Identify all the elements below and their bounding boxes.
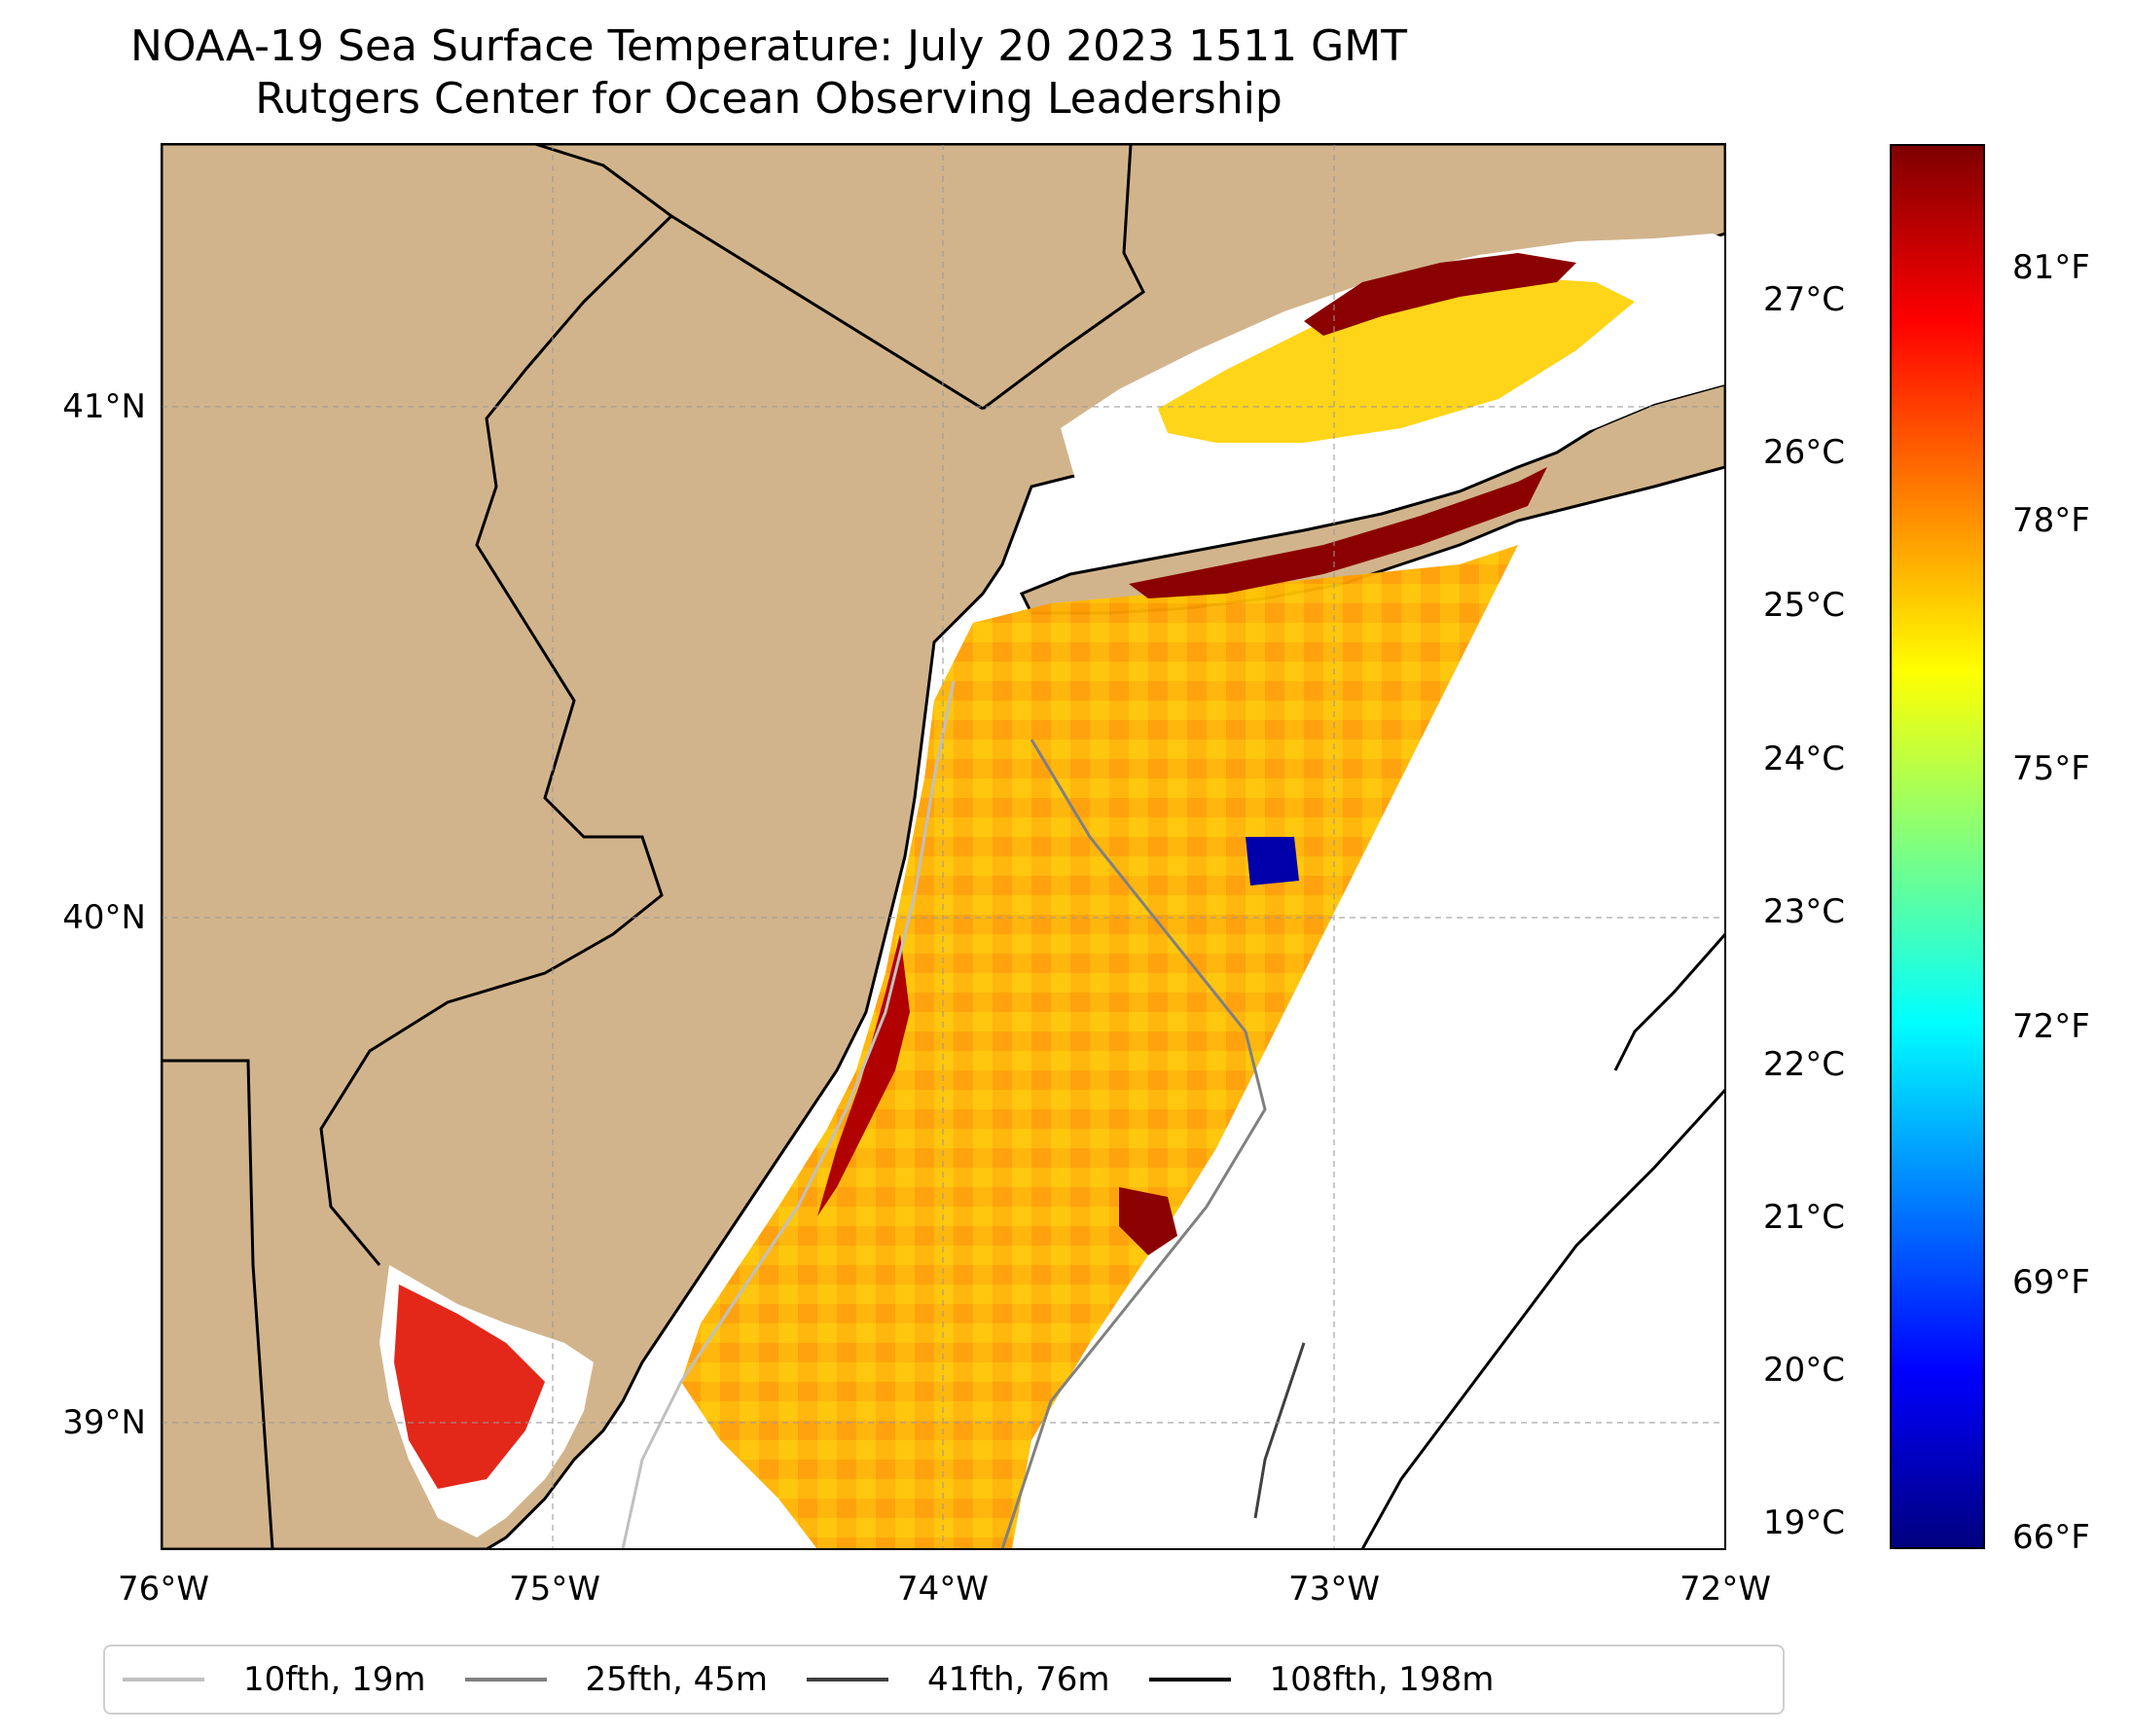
cb-f-81: 81°F [2012,248,2090,287]
cb-c-19: 19°C [1763,1503,1846,1542]
cb-c-24: 24°C [1763,740,1846,778]
legend-label-76m: 41fth, 76m [927,1660,1110,1699]
cb-c-23: 23°C [1763,892,1846,931]
cb-c-22: 22°C [1763,1045,1846,1084]
lon-tick-73: 73°W [1288,1570,1380,1609]
cb-f-69: 69°F [2012,1263,2090,1302]
map-title: NOAA-19 Sea Surface Temperature: July 20… [129,21,1408,71]
legend-swatch-19m [123,1678,204,1682]
lon-tick-72: 72°W [1680,1570,1771,1609]
legend-label-19m: 10fth, 19m [243,1660,426,1699]
map-subtitle: Rutgers Center for Ocean Observing Leade… [255,74,1283,124]
sst-warm-li-south [1129,467,1547,598]
legend-label-198m: 108fth, 198m [1269,1660,1495,1699]
sst-delaware-bay [394,1284,545,1489]
sst-lis [1158,277,1635,443]
sst-warm-offshore [1119,1187,1177,1255]
cb-c-21: 21°C [1763,1198,1846,1237]
cb-f-66: 66°F [2012,1518,2090,1557]
sst-swath [681,545,1518,1549]
contour-legend: 10fth, 19m 25fth, 45m 41fth, 76m 108fth,… [103,1645,1785,1715]
cb-c-26: 26°C [1763,433,1846,472]
map-frame [161,143,1726,1550]
colorbar [1890,144,1985,1549]
cb-f-78: 78°F [2012,501,2090,540]
lat-tick-39: 39°N [62,1403,146,1442]
legend-item-45m: 25fth, 45m [464,1660,769,1699]
legend-label-45m: 25fth, 45m [585,1660,769,1699]
cb-c-27: 27°C [1763,280,1846,319]
cb-c-20: 20°C [1763,1351,1846,1390]
contour-198m [1360,1088,1725,1549]
state-border-ny-ct [982,144,1145,411]
contour-45m [1000,739,1267,1549]
contour-76m [1253,1342,1306,1519]
lat-tick-41: 41°N [62,387,146,426]
legend-swatch-198m [1148,1678,1231,1682]
gridlines [162,144,1725,1549]
lon-tick-74: 74°W [897,1570,989,1609]
contour-19m [621,680,956,1549]
cb-f-72: 72°F [2012,1007,2090,1046]
legend-item-198m: 108fth, 198m [1148,1660,1495,1699]
state-border-ny-nj [670,214,984,411]
sst-cold-spot [1246,837,1299,886]
legend-swatch-76m [807,1678,889,1682]
legend-item-76m: 41fth, 76m [807,1660,1110,1699]
legend-item-19m: 10fth, 19m [123,1660,426,1699]
lon-tick-75: 75°W [509,1570,600,1609]
contour-198m-2 [1613,933,1725,1071]
cb-c-25: 25°C [1763,586,1846,625]
lat-tick-40: 40°N [62,898,146,937]
state-border-pa-de [162,1059,274,1549]
legend-swatch-45m [464,1678,547,1682]
delaware-river [319,144,674,1266]
sst-warm-ls-north [1304,253,1576,336]
cb-f-75: 75°F [2012,749,2090,788]
lon-tick-76: 76°W [118,1570,209,1609]
